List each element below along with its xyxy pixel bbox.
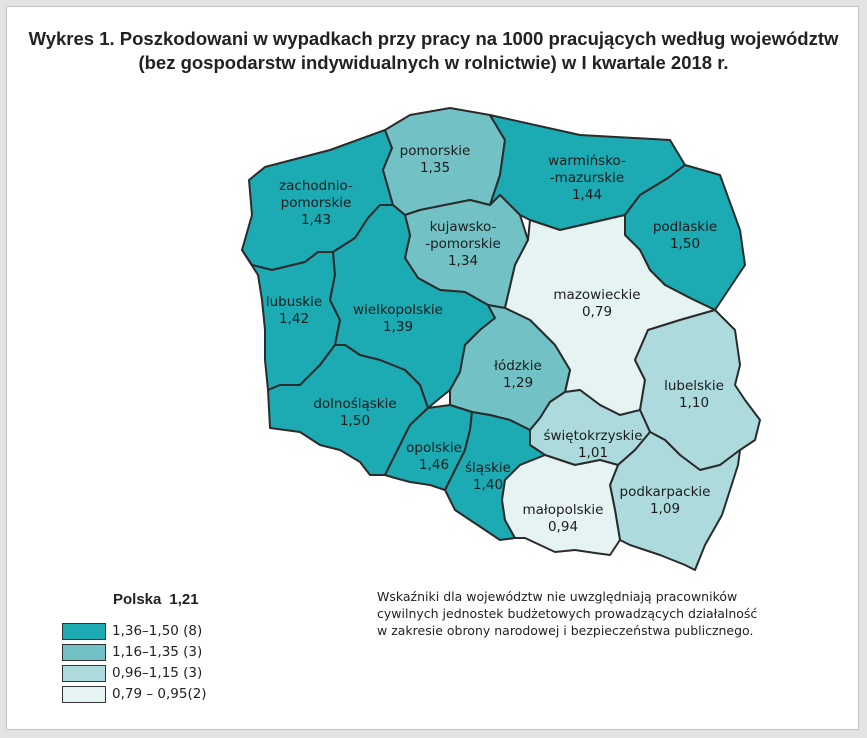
legend-label: 0,96–1,15 (3) bbox=[112, 665, 203, 681]
figure-title: Wykres 1. Poszkodowani w wypadkach przy … bbox=[0, 27, 867, 75]
region-name: śląskie bbox=[465, 460, 511, 476]
region-name: -pomorskie bbox=[425, 236, 501, 252]
legend-swatch bbox=[62, 665, 106, 682]
region-value: 0,79 bbox=[582, 304, 612, 320]
footnote-line-1: Wskaźniki dla województw nie uwzględniaj… bbox=[377, 589, 738, 604]
region-name: podkarpackie bbox=[620, 484, 711, 500]
region-name: łódzkie bbox=[494, 358, 542, 374]
region-value: 1,01 bbox=[578, 445, 608, 461]
legend-swatch bbox=[62, 623, 106, 640]
region-name: małopolskie bbox=[522, 502, 603, 518]
region-podkarpackie bbox=[609, 431, 741, 571]
region-malopolskie bbox=[501, 454, 621, 556]
footnote-line-3: w zakresie obrony narodowej i bezpieczeń… bbox=[377, 623, 754, 638]
region-value: 1,40 bbox=[473, 477, 503, 493]
region-value: 1,09 bbox=[650, 501, 680, 517]
region-name: lubelskie bbox=[664, 378, 724, 394]
legend-country-value: 1,21 bbox=[169, 591, 199, 608]
region-name: zachodnio- bbox=[279, 178, 353, 194]
region-name: warmińsko- bbox=[548, 153, 626, 169]
region-name: kujawsko- bbox=[430, 219, 497, 235]
region-name: świętokrzyskie bbox=[543, 428, 642, 444]
region-value: 1,34 bbox=[448, 253, 478, 269]
legend-country-total: Polska 1,21 bbox=[113, 591, 199, 608]
legend-swatch bbox=[62, 686, 106, 703]
region-value: 1,44 bbox=[572, 187, 602, 203]
region-value: 1,42 bbox=[279, 311, 309, 327]
legend-swatch bbox=[62, 644, 106, 661]
title-line-2: (bez gospodarstw indywidualnych w rolnic… bbox=[138, 52, 729, 73]
legend-country-label: Polska bbox=[113, 591, 162, 608]
legend-label: 1,36–1,50 (8) bbox=[112, 623, 203, 639]
region-value: 1,29 bbox=[503, 375, 533, 391]
legend-label: 0,79 – 0,95(2) bbox=[112, 686, 207, 702]
region-name: opolskie bbox=[406, 440, 462, 456]
footnote-line-2: cywilnych jednostek budżetowych prowadzą… bbox=[377, 606, 758, 621]
region-name: -mazurskie bbox=[550, 170, 624, 186]
region-value: 1,46 bbox=[419, 457, 449, 473]
footnote: Wskaźniki dla województw nie uwzględniaj… bbox=[377, 588, 777, 639]
region-value: 1,39 bbox=[383, 319, 413, 335]
region-value: 1,43 bbox=[301, 212, 331, 228]
region-name: wielkopolskie bbox=[353, 302, 443, 318]
region-name: pomorskie bbox=[400, 143, 471, 159]
legend-label: 1,16–1,35 (3) bbox=[112, 644, 203, 660]
region-value: 1,50 bbox=[340, 413, 370, 429]
region-value: 1,35 bbox=[420, 160, 450, 176]
region-shapes bbox=[241, 107, 761, 571]
title-line-1: Wykres 1. Poszkodowani w wypadkach przy … bbox=[28, 28, 839, 49]
region-name: pomorskie bbox=[281, 195, 352, 211]
region-name: mazowieckie bbox=[553, 287, 640, 303]
region-value: 0,94 bbox=[548, 519, 578, 535]
region-name: dolnośląskie bbox=[313, 396, 396, 412]
region-name: podlaskie bbox=[653, 219, 717, 235]
region-value: 1,50 bbox=[670, 236, 700, 252]
region-value: 1,10 bbox=[679, 395, 709, 411]
region-name: lubuskie bbox=[266, 294, 322, 310]
